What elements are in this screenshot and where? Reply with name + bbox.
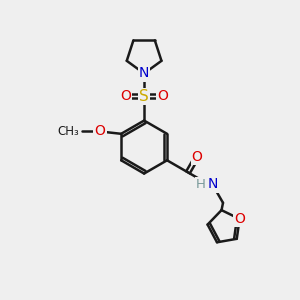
- Text: H: H: [196, 178, 206, 191]
- Text: O: O: [94, 124, 105, 138]
- Text: O: O: [234, 212, 245, 226]
- Text: O: O: [192, 150, 203, 164]
- Text: N: N: [207, 177, 218, 191]
- Text: O: O: [157, 89, 168, 103]
- Text: CH₃: CH₃: [58, 125, 80, 138]
- Text: O: O: [120, 89, 131, 103]
- Text: S: S: [139, 89, 149, 104]
- Text: N: N: [139, 66, 149, 80]
